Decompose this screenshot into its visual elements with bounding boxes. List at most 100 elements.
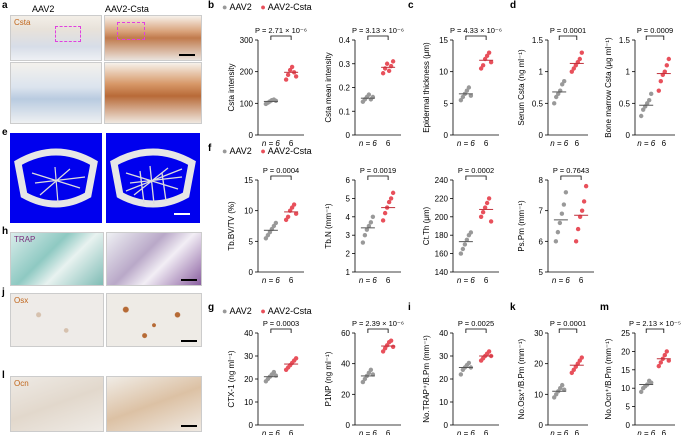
legend-dot-ctrl: ● [222, 2, 228, 12]
y-tick-label: 0 [444, 421, 449, 430]
legend-label-treat: AAV2-Csta [267, 2, 312, 12]
panel-label-b: b [208, 0, 215, 11]
y-tick-label: 7 [539, 207, 544, 216]
y-tick-label: 20 [439, 375, 448, 384]
panel-label-d: d [510, 0, 517, 11]
trap-csta [106, 232, 202, 286]
data-point-treat [486, 349, 492, 354]
data-point-ctrl [556, 91, 561, 97]
data-point-treat [390, 344, 396, 349]
scale-bar [179, 54, 195, 56]
data-point-treat [287, 67, 293, 73]
significance-bracket [465, 175, 487, 180]
legend-b: ● AAV2 ● AAV2-Csta [222, 2, 312, 12]
significance-bracket [465, 35, 487, 40]
data-point-treat [390, 190, 396, 196]
y-axis-label: No.TRAP⁺/B.Pm (mm⁻¹) [422, 335, 431, 423]
y-axis-label: Bone marrow Csta (μg ml⁻¹) [604, 37, 613, 138]
y-tick-label: 40 [439, 329, 448, 338]
skin-aav2-zoom [10, 62, 102, 124]
x-tick-label: n = 6 [262, 139, 281, 148]
y-tick-label: 100 [240, 99, 254, 108]
y-tick-label: 200 [435, 213, 449, 222]
x-tick-label: 6 [289, 429, 294, 435]
y-axis-label: Csta intensity [227, 63, 236, 111]
y-tick-label: 10 [534, 390, 543, 399]
data-point-ctrl [559, 211, 565, 216]
data-point-ctrl [458, 251, 464, 256]
legend-label-ctrl: AAV2 [229, 146, 252, 156]
stain-label-trap: TRAP [14, 235, 36, 244]
p-value-label: P = 0.7643 [553, 166, 589, 175]
data-point-ctrl [360, 240, 366, 245]
data-point-ctrl [641, 107, 646, 112]
y-tick-label: 0 [626, 131, 631, 140]
panel-label-m: m [600, 302, 609, 313]
data-point-ctrl [366, 92, 372, 97]
bone-structure-csta [110, 148, 196, 215]
y-tick-label: 300 [240, 36, 254, 45]
y-tick-label: 0 [346, 131, 351, 140]
significance-bracket [367, 35, 389, 40]
y-tick-label: 0.1 [339, 107, 351, 116]
data-point-ctrl [464, 88, 470, 93]
skin-csta-top [104, 15, 202, 61]
p-value-label: P = 0.0009 [637, 26, 673, 35]
data-point-ctrl [368, 367, 374, 372]
data-point-treat [386, 68, 392, 74]
y-tick-label: 30 [534, 329, 543, 338]
y-axis-label: Ct.Th (μm) [422, 206, 431, 245]
x-tick-label: n = 6 [359, 139, 378, 148]
legend-label-treat: AAV2-Csta [267, 306, 312, 316]
data-point-treat [478, 66, 484, 71]
significance-bracket [645, 35, 665, 40]
data-point-treat [656, 88, 661, 93]
y-tick-label: 15 [439, 36, 448, 45]
data-point-ctrl [368, 220, 374, 225]
significance-bracket [367, 175, 389, 180]
legend-dot-treat: ● [260, 306, 266, 316]
y-tick-label: 8 [539, 176, 544, 185]
y-tick-label: 10 [439, 68, 448, 77]
y-tick-label: 20 [621, 347, 630, 356]
p-value-label: P = 0.0001 [550, 26, 586, 35]
data-point-treat [478, 214, 484, 219]
data-point-ctrl [273, 220, 279, 226]
legend-g: ● AAV2 ● AAV2-Csta [222, 306, 312, 316]
col-head-aav2-csta: AAV2-Csta [105, 4, 149, 14]
y-tick-label: 2 [346, 250, 351, 259]
panel-label-f: f [208, 143, 212, 154]
y-tick-label: 1.5 [619, 36, 631, 45]
x-tick-label: n = 6 [550, 429, 569, 435]
data-point-ctrl [468, 230, 474, 235]
legend-dot-treat: ● [260, 146, 266, 156]
data-point-ctrl [560, 382, 565, 388]
scale-bar [181, 340, 197, 342]
zoom-box [55, 26, 81, 42]
data-point-treat [488, 59, 494, 65]
x-tick-label: n = 6 [552, 276, 571, 285]
p-value-label: P = 0.0001 [550, 319, 586, 328]
x-tick-label: n = 6 [359, 429, 378, 435]
significance-bracket [465, 328, 487, 333]
data-point-treat [656, 363, 661, 369]
x-tick-label: n = 6 [359, 276, 378, 285]
panel-label-j: j [2, 287, 5, 298]
data-point-treat [577, 56, 582, 62]
x-tick-label: 6 [484, 429, 489, 435]
data-point-ctrl [649, 91, 654, 97]
data-point-ctrl [647, 97, 652, 103]
p-value-label: P = 0.0002 [458, 166, 494, 175]
data-point-treat [285, 72, 291, 78]
data-point-treat [662, 69, 667, 74]
data-point-ctrl [560, 82, 565, 87]
y-tick-label: 5 [249, 237, 254, 246]
data-point-treat [293, 211, 299, 216]
x-tick-label: 6 [386, 276, 391, 285]
osx-csta [106, 293, 202, 347]
panel-label-c: c [408, 0, 414, 11]
microct-csta [106, 133, 200, 223]
y-tick-label: 0 [444, 131, 449, 140]
data-point-ctrl [555, 229, 561, 235]
data-point-ctrl [562, 78, 567, 84]
